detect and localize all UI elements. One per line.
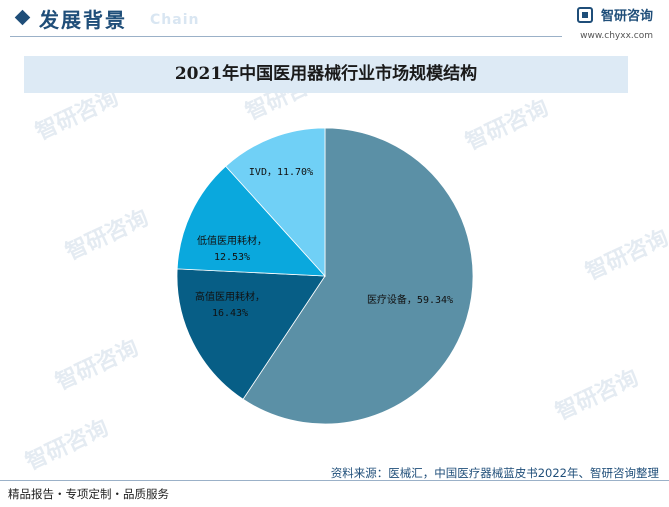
pie-slice xyxy=(225,127,326,278)
footer-tagline: 精品报告・专项定制・品质服务 xyxy=(8,487,169,501)
chart-title-band: 2021年中国医用器械行业市场规模结构 xyxy=(24,56,628,93)
header-divider xyxy=(10,36,562,37)
source-note: 资料来源：医械汇，中国医疗器械蓝皮书2022年、智研咨询整理 xyxy=(330,466,659,480)
footer-divider xyxy=(0,480,669,481)
pie-slice-label: 低值医用耗材， 12.53% xyxy=(197,234,267,263)
watermark-text: 智研咨询 xyxy=(62,205,153,266)
section-header: 发展背景 Chain 智研咨询 www.chyxx.com xyxy=(0,0,669,41)
section-title: 发展背景 xyxy=(39,8,127,32)
watermark-text: 智研咨询 xyxy=(32,85,123,146)
watermark-text: 智研咨询 xyxy=(582,225,669,286)
brand-name: 智研咨询 xyxy=(600,9,653,24)
brand-url: www.chyxx.com xyxy=(580,31,653,41)
section-subtitle: Chain xyxy=(150,12,200,28)
pie-slice xyxy=(176,268,326,400)
watermark-text: 智研咨询 xyxy=(22,415,113,476)
chart-title: 2021年中国医用器械行业市场规模结构 xyxy=(174,64,478,84)
pie-slice-label: IVD，11.70% xyxy=(249,167,313,178)
watermark-text: 智研咨询 xyxy=(552,365,643,426)
pie-slice xyxy=(242,127,474,425)
pie-slice xyxy=(176,165,326,277)
pie-labels: 医疗设备，59.34% 高值医用耗材， 16.43% 低值医用耗材， 12.53% IVD… xyxy=(195,167,453,319)
brand-logo-icon xyxy=(576,7,593,23)
pie-slices xyxy=(176,127,474,425)
pie-slice-label: 高值医用耗材， 16.43% xyxy=(195,290,265,319)
brand: 智研咨询 www.chyxx.com xyxy=(576,5,653,41)
watermark-text: 智研咨询 xyxy=(462,95,553,156)
pie-slice-label: 医疗设备，59.34% xyxy=(367,293,453,306)
watermark-text: 智研咨询 xyxy=(52,335,143,396)
